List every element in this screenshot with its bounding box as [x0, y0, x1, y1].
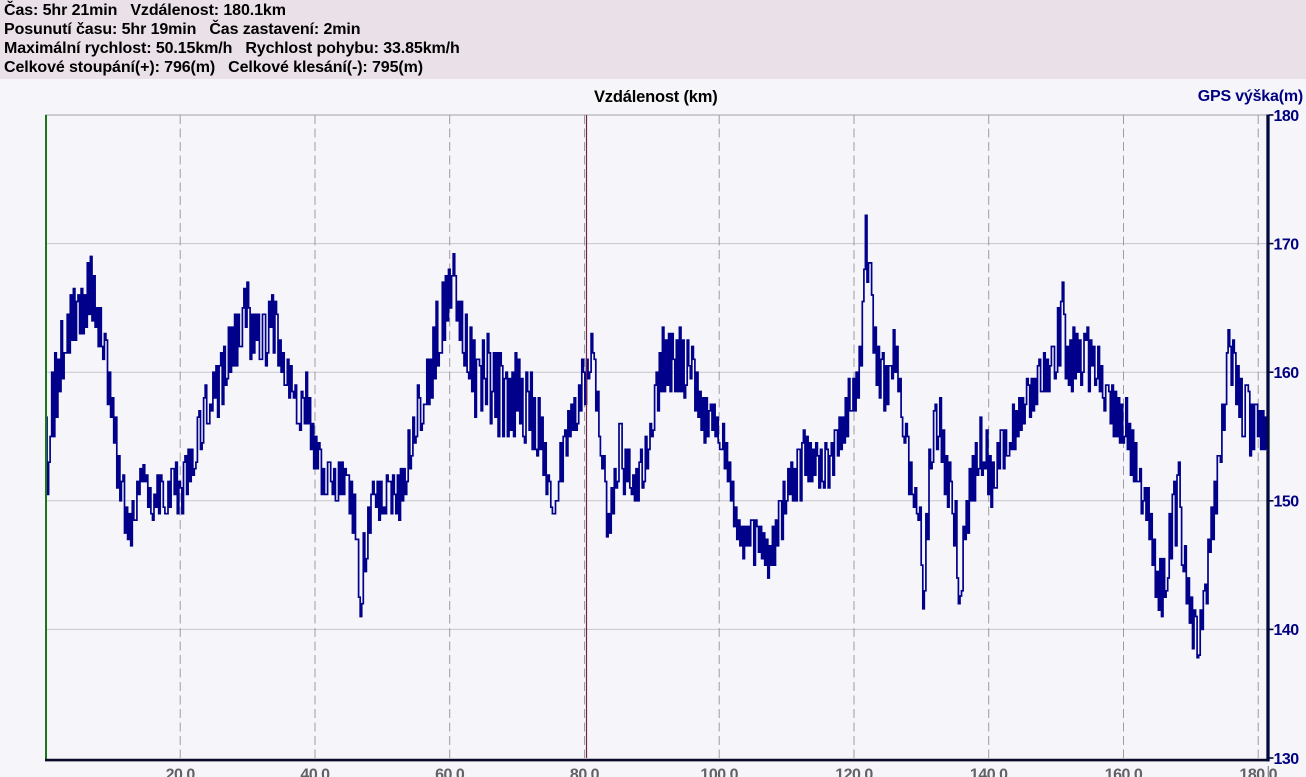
svg-text:100.0: 100.0 [700, 766, 738, 777]
svg-text:160: 160 [1274, 365, 1300, 382]
svg-text:40.0: 40.0 [300, 766, 330, 777]
svg-text:140: 140 [1274, 622, 1300, 639]
svg-text:80.0: 80.0 [570, 766, 600, 777]
svg-text:150: 150 [1274, 494, 1300, 511]
svg-text:20.0: 20.0 [166, 766, 196, 777]
svg-text:170: 170 [1274, 236, 1300, 253]
svg-text:180.0: 180.0 [1239, 766, 1277, 777]
svg-text:180: 180 [1274, 108, 1300, 125]
svg-text:160.0: 160.0 [1105, 766, 1143, 777]
svg-text:130: 130 [1274, 751, 1300, 768]
svg-text:60.0: 60.0 [435, 766, 465, 777]
svg-text:140.0: 140.0 [970, 766, 1008, 777]
svg-text:120.0: 120.0 [835, 766, 873, 777]
